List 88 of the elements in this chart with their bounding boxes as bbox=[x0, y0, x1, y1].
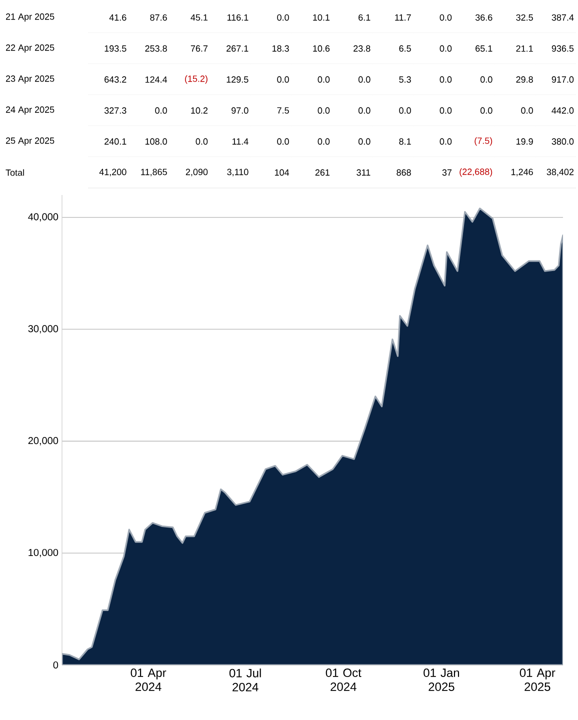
text: 0.0 bbox=[358, 76, 370, 83]
x-tick-label: 01 Jul 2024 bbox=[229, 668, 261, 692]
text: 32.5 bbox=[516, 14, 533, 21]
text: 267.1 bbox=[226, 45, 248, 52]
text: 45.1 bbox=[190, 14, 208, 21]
text: 124.4 bbox=[145, 76, 168, 83]
text: 97.0 bbox=[232, 107, 248, 114]
text: 0.0 bbox=[440, 138, 452, 145]
text: 19.9 bbox=[516, 138, 533, 145]
text: 0.0 bbox=[440, 14, 452, 21]
y-tick-label: 0 bbox=[53, 661, 58, 669]
text: 193.5 bbox=[104, 45, 126, 52]
text: 21.1 bbox=[516, 45, 533, 52]
text: 11.4 bbox=[232, 138, 248, 145]
text: 38,402 bbox=[546, 168, 574, 176]
category-label: 22 Apr 2025 bbox=[6, 44, 54, 53]
text: 327.3 bbox=[104, 107, 126, 114]
text: 0.0 bbox=[318, 107, 330, 114]
text: 868 bbox=[396, 169, 411, 176]
text: 0.0 bbox=[440, 45, 452, 52]
text: 6.1 bbox=[358, 14, 370, 21]
text: 253.8 bbox=[145, 45, 167, 52]
text: 11,865 bbox=[141, 168, 167, 176]
text: 41,200 bbox=[99, 168, 126, 176]
text: 0.0 bbox=[440, 107, 452, 114]
text: 0.0 bbox=[358, 138, 370, 145]
text: 2,090 bbox=[186, 168, 208, 176]
text: 7.5 bbox=[277, 107, 289, 114]
text: (15.2) bbox=[185, 75, 208, 84]
text: 0.0 bbox=[277, 138, 289, 145]
x-tick-label: 01 Apr 2024 bbox=[130, 668, 166, 692]
text: 36.6 bbox=[475, 14, 492, 21]
category-label: Total bbox=[6, 169, 24, 176]
y-tick-label: 20,000 bbox=[28, 437, 58, 446]
x-tick-label: 01 Jan 2025 bbox=[424, 668, 460, 692]
text: 129.5 bbox=[226, 76, 248, 83]
text: 0.0 bbox=[318, 76, 330, 83]
text: 0.0 bbox=[480, 76, 492, 83]
text: 8.1 bbox=[399, 138, 411, 145]
text: 10.1 bbox=[313, 14, 330, 21]
text: 0.0 bbox=[196, 138, 208, 145]
category-label: 23 Apr 2025 bbox=[6, 75, 54, 84]
text: 0.0 bbox=[358, 107, 370, 114]
y-tick-label: 30,000 bbox=[28, 325, 58, 334]
text: 10.2 bbox=[191, 107, 208, 114]
text: 37 bbox=[442, 169, 452, 176]
text: 0.0 bbox=[480, 107, 492, 114]
text: 643.2 bbox=[104, 76, 126, 83]
text: 65.1 bbox=[476, 45, 492, 52]
text: 0.0 bbox=[440, 76, 452, 83]
text: 3,110 bbox=[227, 168, 248, 176]
text: 41.6 bbox=[109, 14, 126, 21]
text: 917.0 bbox=[552, 76, 574, 83]
text: 936.5 bbox=[552, 45, 574, 52]
text: 442.0 bbox=[552, 107, 574, 114]
category-label: 25 Apr 2025 bbox=[6, 137, 54, 146]
text: (7.5) bbox=[474, 137, 492, 146]
category-label: 24 Apr 2025 bbox=[6, 106, 54, 115]
text: 11.7 bbox=[395, 14, 411, 21]
text: 104 bbox=[274, 169, 290, 176]
text: 116.1 bbox=[227, 14, 248, 21]
y-tick-label: 40,000 bbox=[28, 213, 58, 222]
text: 0.0 bbox=[318, 138, 330, 145]
text: 240.1 bbox=[104, 138, 126, 145]
text: 1,246 bbox=[511, 168, 533, 176]
text: 29.8 bbox=[516, 76, 533, 83]
text: 10.6 bbox=[313, 45, 330, 52]
text: 380.0 bbox=[552, 138, 574, 145]
text: 5.3 bbox=[399, 76, 411, 83]
text: 0.0 bbox=[399, 107, 411, 114]
text: 311 bbox=[356, 169, 370, 176]
text: 0.0 bbox=[277, 76, 289, 83]
text: 261 bbox=[315, 169, 330, 176]
y-tick-label: 10,000 bbox=[28, 548, 58, 558]
text: 387.4 bbox=[552, 14, 574, 21]
category-label: 21 Apr 2025 bbox=[6, 13, 54, 22]
x-tick-label: 01 Oct 2024 bbox=[326, 668, 362, 692]
text: 76.7 bbox=[190, 45, 208, 52]
text: 0.0 bbox=[277, 14, 289, 21]
text: 23.8 bbox=[354, 45, 370, 52]
text: 18.3 bbox=[272, 45, 289, 52]
text: 108.0 bbox=[145, 138, 167, 145]
text: 87.6 bbox=[150, 14, 167, 21]
text: 0.0 bbox=[521, 107, 533, 114]
text: 6.5 bbox=[399, 45, 411, 52]
text: 0.0 bbox=[155, 107, 167, 114]
text: (22,688) bbox=[460, 168, 492, 177]
x-tick-label: 01 Apr 2025 bbox=[520, 668, 556, 692]
